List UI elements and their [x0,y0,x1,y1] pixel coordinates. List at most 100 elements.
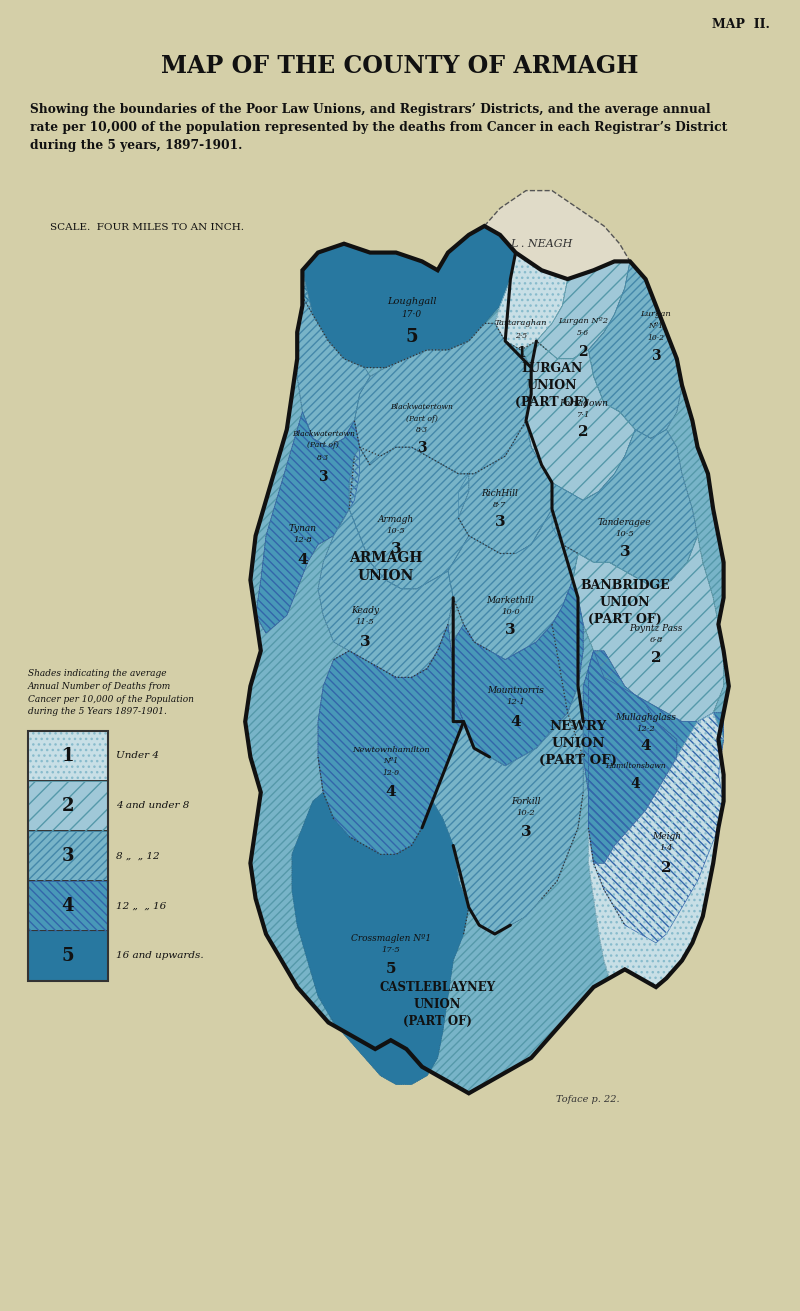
Polygon shape [349,447,469,589]
Text: 3: 3 [651,349,661,363]
Polygon shape [583,650,724,943]
Text: Nº1: Nº1 [383,758,398,766]
Text: Newtownhamilton: Newtownhamilton [352,746,430,754]
Bar [28,831,108,881]
Text: 11·5: 11·5 [355,619,374,627]
Text: 3: 3 [619,544,630,558]
Text: 3: 3 [390,541,402,556]
Text: 10·0: 10·0 [501,608,520,616]
Text: 10·5: 10·5 [615,530,634,538]
Text: ARMAGH
UNION: ARMAGH UNION [349,551,422,583]
Polygon shape [573,536,724,721]
Text: Tynan: Tynan [288,524,316,534]
Polygon shape [589,261,682,438]
Polygon shape [298,270,370,447]
Text: Hamiltonsbawn: Hamiltonsbawn [605,762,666,770]
Text: 4: 4 [640,739,651,754]
Text: Nº1: Nº1 [649,323,663,330]
Text: 4: 4 [630,776,640,791]
Text: 4: 4 [510,714,521,729]
Polygon shape [318,509,453,678]
Text: Showing the boundaries of the Poor Law Unions, and Registrars’ Districts, and th: Showing the boundaries of the Poor Law U… [30,104,710,115]
Text: CASTLEBLAYNEY
UNION
(PART OF): CASTLEBLAYNEY UNION (PART OF) [379,982,496,1028]
Text: 12·8: 12·8 [293,536,312,544]
Polygon shape [245,225,729,1093]
Polygon shape [458,421,552,553]
Polygon shape [354,324,531,473]
Text: 1: 1 [62,747,74,766]
Text: 6·8: 6·8 [650,636,662,644]
Text: 5: 5 [62,947,74,965]
Text: 2: 2 [650,650,662,665]
Polygon shape [485,190,630,279]
Text: 16 and upwards.: 16 and upwards. [116,952,204,961]
Text: 3: 3 [318,471,328,484]
Text: Under 4: Under 4 [116,751,159,760]
Polygon shape [589,650,677,863]
Bar [28,881,108,931]
Text: Lurgan Nº2: Lurgan Nº2 [558,317,608,325]
Text: 12·2: 12·2 [636,725,655,733]
Polygon shape [494,253,568,350]
Text: 4: 4 [297,553,308,566]
Text: (Part of): (Part of) [406,414,438,423]
Text: (Part of): (Part of) [307,442,339,450]
Bar [28,831,108,881]
Bar [28,931,108,981]
Polygon shape [256,412,360,633]
Text: L . NEAGH: L . NEAGH [510,239,573,249]
Text: 4: 4 [62,897,74,915]
Text: MAP  II.: MAP II. [712,18,770,31]
Bar [28,931,108,981]
Text: 3: 3 [505,623,516,637]
Text: SCALE.  FOUR MILES TO AN INCH.: SCALE. FOUR MILES TO AN INCH. [50,223,244,232]
Text: Blackwatertown: Blackwatertown [390,404,454,412]
Text: Tanderagee: Tanderagee [598,518,652,527]
Text: Tartaraghan: Tartaraghan [494,320,547,328]
Text: 8·3: 8·3 [416,426,428,434]
Text: 10·2: 10·2 [517,809,535,817]
Text: 8·7: 8·7 [494,501,506,509]
Text: 10·2: 10·2 [647,334,665,342]
Bar [28,732,108,781]
Text: MAP OF THE COUNTY OF ARMAGH: MAP OF THE COUNTY OF ARMAGH [162,54,638,77]
Polygon shape [526,341,635,501]
Text: 4: 4 [386,785,396,800]
Bar [28,732,108,781]
Polygon shape [448,509,578,659]
Text: Crossmaglen Nº1: Crossmaglen Nº1 [350,933,431,943]
Text: 12·1: 12·1 [506,699,525,707]
Text: Toface p. 22.: Toface p. 22. [556,1095,620,1104]
Text: 2: 2 [578,345,588,359]
Text: 8 „  „ 12: 8 „ „ 12 [116,852,160,860]
Text: 12 „  „ 16: 12 „ „ 16 [116,902,166,911]
Bar [28,781,108,831]
Text: NEWRY
UNION
(PART OF): NEWRY UNION (PART OF) [539,720,617,767]
Text: 7·1: 7·1 [577,410,590,418]
Text: 10·5: 10·5 [386,527,406,535]
Text: Poyntz Pass: Poyntz Pass [630,624,682,633]
Text: Meigh: Meigh [652,832,681,842]
Polygon shape [589,713,724,987]
Text: 2: 2 [661,860,672,874]
Polygon shape [318,624,464,855]
Text: Forkill: Forkill [511,797,541,806]
Text: 5: 5 [406,328,418,346]
Text: RichHill: RichHill [482,489,518,498]
Bar [28,732,108,981]
Text: 1·4: 1·4 [660,844,673,852]
Text: 3: 3 [494,515,506,530]
Text: Portadown: Portadown [558,399,608,408]
Text: 4 and under 8: 4 and under 8 [116,801,190,810]
Text: 8·3: 8·3 [317,454,330,461]
Text: Mullaghglass: Mullaghglass [615,713,676,721]
Polygon shape [302,225,516,367]
Text: LURGAN
UNION
(PART OF): LURGAN UNION (PART OF) [515,362,589,409]
Bar [28,881,108,931]
Polygon shape [536,261,630,359]
Text: 5·6: 5·6 [577,329,590,337]
Polygon shape [292,792,469,1084]
Text: BANBRIDGE
UNION
(PART OF): BANBRIDGE UNION (PART OF) [580,578,670,625]
Polygon shape [552,430,698,589]
Text: Blackwatertown: Blackwatertown [292,430,354,438]
